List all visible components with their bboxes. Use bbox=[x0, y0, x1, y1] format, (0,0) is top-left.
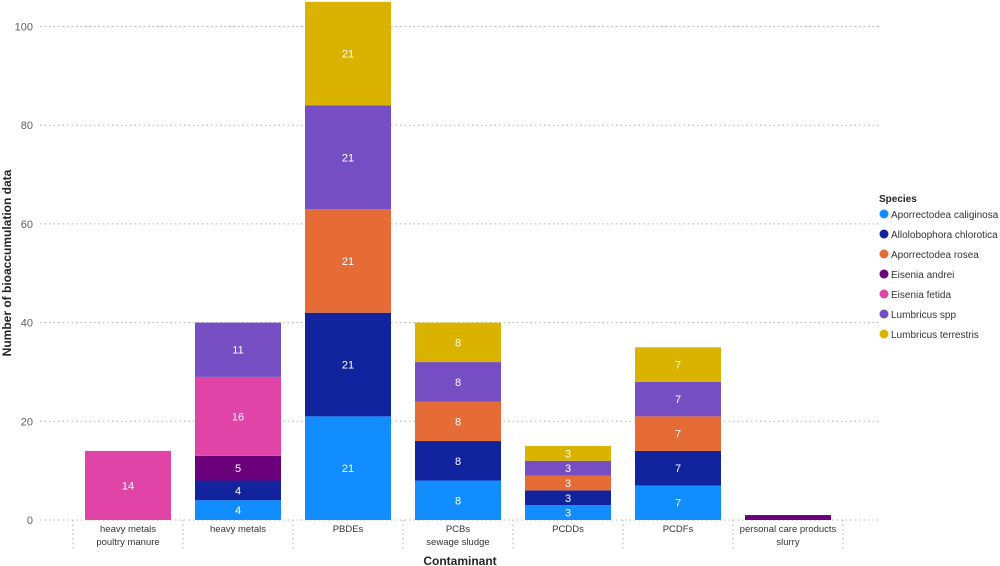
data-label: 21 bbox=[342, 256, 354, 268]
bar-segment[interactable] bbox=[745, 515, 831, 520]
legend-marker bbox=[879, 289, 889, 299]
category-label: PCDFs bbox=[663, 524, 694, 535]
y-tick-label: 100 bbox=[15, 22, 33, 34]
legend-item[interactable]: Aporrectodea rosea bbox=[891, 250, 979, 261]
bar-segment[interactable] bbox=[415, 401, 501, 442]
category-label: personal care products bbox=[740, 524, 837, 535]
bar-segment[interactable] bbox=[635, 347, 721, 382]
bar-segment[interactable] bbox=[635, 485, 721, 520]
category-label: heavy metals bbox=[210, 524, 266, 535]
bar-segment[interactable] bbox=[195, 455, 281, 481]
legend-item[interactable]: Eisenia fetida bbox=[891, 290, 951, 301]
data-label: 7 bbox=[675, 498, 681, 510]
bar-segment[interactable] bbox=[195, 376, 281, 456]
bar-segment[interactable] bbox=[305, 312, 391, 417]
bar-segment[interactable] bbox=[415, 322, 501, 363]
data-label: 3 bbox=[565, 478, 571, 490]
y-tick-label: 80 bbox=[21, 120, 33, 132]
data-label: 8 bbox=[455, 416, 461, 428]
y-tick-label: 0 bbox=[27, 515, 33, 527]
data-label: 21 bbox=[342, 360, 354, 372]
legend-item[interactable]: Allolobophora chlorotica bbox=[891, 230, 998, 241]
data-label: 4 bbox=[235, 505, 241, 517]
x-category-labels: heavy metals poultry manure heavy metals PB… bbox=[72, 520, 844, 551]
legend-item[interactable]: Lumbricus terrestris bbox=[891, 330, 979, 341]
bar-segment[interactable] bbox=[85, 450, 171, 520]
data-label: 3 bbox=[565, 463, 571, 475]
bar-segment[interactable] bbox=[525, 460, 611, 476]
data-label: 3 bbox=[565, 448, 571, 460]
y-tick-label: 60 bbox=[21, 219, 33, 231]
legend: Species Aporrectodea caliginosa Alloloboph… bbox=[879, 194, 999, 341]
category-label: sewage sludge bbox=[426, 537, 489, 548]
data-label: 3 bbox=[565, 508, 571, 520]
bar-segment[interactable] bbox=[525, 475, 611, 491]
y-axis-title: Number of bioaccumulation data bbox=[0, 169, 14, 356]
data-label: 21 bbox=[342, 152, 354, 164]
y-tick-labels: 0 20 40 60 80 100 bbox=[15, 22, 33, 528]
legend-marker bbox=[879, 249, 889, 259]
data-label: 3 bbox=[565, 493, 571, 505]
legend-marker bbox=[879, 329, 889, 339]
bar-segment[interactable] bbox=[525, 505, 611, 520]
bar-segment[interactable] bbox=[195, 480, 281, 501]
data-label: 4 bbox=[235, 485, 241, 497]
bar-segment[interactable] bbox=[525, 445, 611, 461]
bar-segment[interactable] bbox=[635, 381, 721, 417]
data-label: 8 bbox=[455, 337, 461, 349]
bar-segment[interactable] bbox=[415, 441, 501, 481]
legend-item[interactable]: Eisenia andrei bbox=[891, 270, 954, 281]
data-label: 7 bbox=[675, 360, 681, 372]
bar-segment[interactable] bbox=[525, 490, 611, 506]
bar-segment[interactable] bbox=[415, 480, 501, 520]
legend-marker bbox=[879, 209, 889, 219]
data-label: 7 bbox=[675, 429, 681, 441]
bar-segment[interactable] bbox=[635, 416, 721, 451]
data-label: 8 bbox=[455, 495, 461, 507]
category-label: poultry manure bbox=[96, 537, 159, 548]
data-label: 21 bbox=[342, 49, 354, 61]
bar-segment[interactable] bbox=[635, 450, 721, 486]
data-label: 14 bbox=[122, 480, 134, 492]
category-label: heavy metals bbox=[100, 524, 156, 535]
x-axis-title: Contaminant bbox=[423, 554, 496, 566]
category-label: PCBs bbox=[446, 524, 471, 535]
y-tick-label: 20 bbox=[21, 416, 33, 428]
data-label: 21 bbox=[342, 463, 354, 475]
data-label: 8 bbox=[455, 456, 461, 468]
data-label: 5 bbox=[235, 463, 241, 475]
legend-item[interactable]: Lumbricus spp bbox=[891, 310, 956, 321]
bar-segment[interactable] bbox=[305, 416, 391, 520]
data-label: 7 bbox=[675, 394, 681, 406]
bar-segment[interactable] bbox=[415, 362, 501, 402]
legend-marker bbox=[879, 229, 889, 239]
bar-segment[interactable] bbox=[305, 1, 391, 106]
data-label: 7 bbox=[675, 463, 681, 475]
legend-marker bbox=[879, 309, 889, 319]
legend-marker bbox=[879, 269, 889, 279]
bar-segment[interactable] bbox=[305, 105, 391, 210]
legend-title: Species bbox=[879, 194, 917, 205]
bars: 14 4 4 5 16 11 21 21 21 21 21 8 8 8 8 8 3 3 3 3 3 7 7 7 7 7 bbox=[85, 1, 831, 520]
bar-segment[interactable] bbox=[195, 322, 281, 377]
data-label: 16 bbox=[232, 411, 244, 423]
y-tick-label: 40 bbox=[21, 318, 33, 330]
category-label: PCDDs bbox=[552, 524, 584, 535]
data-label: 11 bbox=[232, 345, 243, 357]
data-label: 8 bbox=[455, 377, 461, 389]
legend-item[interactable]: Aporrectodea caliginosa bbox=[891, 210, 999, 221]
category-label: slurry bbox=[776, 537, 799, 548]
bar-segment[interactable] bbox=[195, 500, 281, 520]
bar-segment[interactable] bbox=[305, 209, 391, 313]
category-label: PBDEs bbox=[333, 524, 364, 535]
